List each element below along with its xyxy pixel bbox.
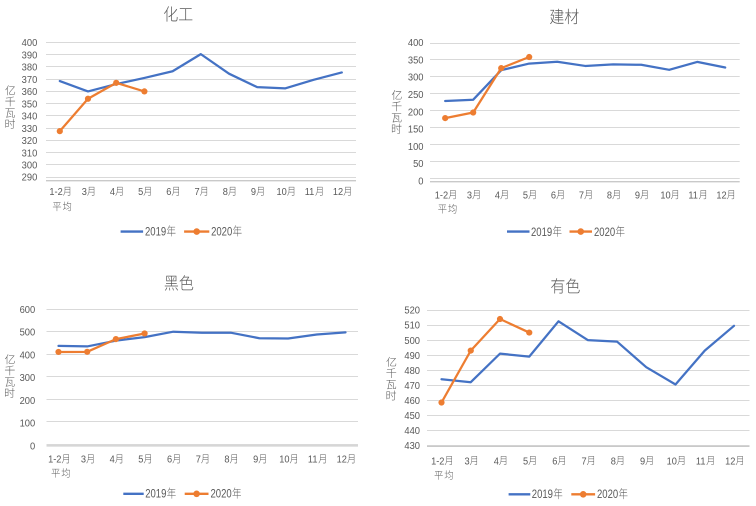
svg-text:10: 10 xyxy=(277,187,288,199)
svg-text:5: 5 xyxy=(523,456,529,468)
svg-text:6: 6 xyxy=(551,190,557,202)
svg-text:1-2: 1-2 xyxy=(49,187,62,199)
svg-text:8: 8 xyxy=(224,454,230,466)
svg-text:1-2: 1-2 xyxy=(431,456,444,468)
svg-text:4: 4 xyxy=(110,454,116,466)
svg-text:430: 430 xyxy=(404,441,420,453)
svg-text:290: 290 xyxy=(22,172,38,184)
svg-text:450: 450 xyxy=(404,411,420,423)
svg-text:0: 0 xyxy=(418,176,424,188)
svg-text:320: 320 xyxy=(22,136,38,148)
svg-text:8: 8 xyxy=(611,456,617,468)
svg-text:10: 10 xyxy=(667,456,678,468)
svg-text:50: 50 xyxy=(413,159,424,171)
svg-text:380: 380 xyxy=(22,62,38,74)
svg-text:7: 7 xyxy=(196,454,201,466)
svg-text:12: 12 xyxy=(337,454,347,466)
svg-text:11: 11 xyxy=(305,187,315,199)
svg-text:4: 4 xyxy=(110,187,116,199)
svg-text:0: 0 xyxy=(30,441,36,453)
svg-text:7: 7 xyxy=(579,190,584,202)
svg-text:1-2: 1-2 xyxy=(435,190,448,202)
svg-text:8: 8 xyxy=(607,190,613,202)
svg-text:5: 5 xyxy=(138,454,144,466)
svg-text:10: 10 xyxy=(660,190,671,202)
svg-text:300: 300 xyxy=(408,72,424,84)
svg-text:520: 520 xyxy=(404,305,420,317)
svg-text:2020: 2020 xyxy=(594,226,615,239)
svg-text:11: 11 xyxy=(688,190,698,202)
svg-text:3: 3 xyxy=(464,456,470,468)
svg-text:100: 100 xyxy=(20,418,36,430)
svg-text:4: 4 xyxy=(495,190,501,202)
svg-text:150: 150 xyxy=(408,124,424,136)
svg-text:500: 500 xyxy=(404,335,420,347)
svg-text:390: 390 xyxy=(22,50,38,62)
svg-text:10: 10 xyxy=(279,454,290,466)
svg-text:2020: 2020 xyxy=(597,488,618,501)
svg-text:3: 3 xyxy=(467,190,473,202)
svg-text:310: 310 xyxy=(22,148,38,160)
svg-text:100: 100 xyxy=(408,142,424,154)
svg-text:12: 12 xyxy=(333,187,343,199)
svg-text:470: 470 xyxy=(404,381,420,393)
svg-text:9: 9 xyxy=(640,456,646,468)
svg-text:12: 12 xyxy=(716,190,726,202)
svg-text:9: 9 xyxy=(253,454,259,466)
svg-text:200: 200 xyxy=(20,396,36,408)
svg-text:4: 4 xyxy=(494,456,500,468)
svg-text:510: 510 xyxy=(404,320,420,332)
svg-text:480: 480 xyxy=(404,366,420,378)
svg-text:500: 500 xyxy=(20,327,36,339)
svg-text:7: 7 xyxy=(195,187,200,199)
svg-text:490: 490 xyxy=(404,350,420,362)
svg-text:11: 11 xyxy=(308,454,318,466)
svg-text:9: 9 xyxy=(635,190,641,202)
svg-text:2020: 2020 xyxy=(211,225,232,238)
svg-text:370: 370 xyxy=(22,75,38,87)
svg-text:1-2: 1-2 xyxy=(48,454,61,466)
svg-text:6: 6 xyxy=(166,187,172,199)
svg-text:330: 330 xyxy=(22,123,38,135)
svg-text:7: 7 xyxy=(581,456,586,468)
svg-text:11: 11 xyxy=(696,456,706,468)
svg-text:200: 200 xyxy=(408,107,424,119)
svg-text:6: 6 xyxy=(167,454,173,466)
svg-text:2019: 2019 xyxy=(531,226,552,239)
svg-text:12: 12 xyxy=(725,456,735,468)
svg-text:400: 400 xyxy=(20,350,36,362)
svg-text:8: 8 xyxy=(223,187,229,199)
svg-text:5: 5 xyxy=(138,187,144,199)
svg-text:9: 9 xyxy=(251,187,257,199)
svg-text:3: 3 xyxy=(81,454,87,466)
svg-text:440: 440 xyxy=(404,426,420,438)
svg-text:400: 400 xyxy=(22,38,38,50)
svg-text:2019: 2019 xyxy=(145,225,166,238)
svg-text:250: 250 xyxy=(408,90,424,102)
svg-text:2020: 2020 xyxy=(211,488,232,501)
svg-text:460: 460 xyxy=(404,396,420,408)
svg-text:350: 350 xyxy=(408,55,424,67)
svg-text:600: 600 xyxy=(20,305,36,317)
svg-text:360: 360 xyxy=(22,87,38,99)
svg-text:2019: 2019 xyxy=(532,488,553,501)
svg-text:5: 5 xyxy=(523,190,529,202)
svg-text:6: 6 xyxy=(552,456,558,468)
svg-text:340: 340 xyxy=(22,111,38,123)
svg-text:400: 400 xyxy=(408,38,424,50)
svg-text:300: 300 xyxy=(22,160,38,172)
svg-text:3: 3 xyxy=(82,187,88,199)
svg-text:300: 300 xyxy=(20,373,36,385)
svg-text:2019: 2019 xyxy=(145,488,166,501)
svg-text:350: 350 xyxy=(22,99,38,111)
